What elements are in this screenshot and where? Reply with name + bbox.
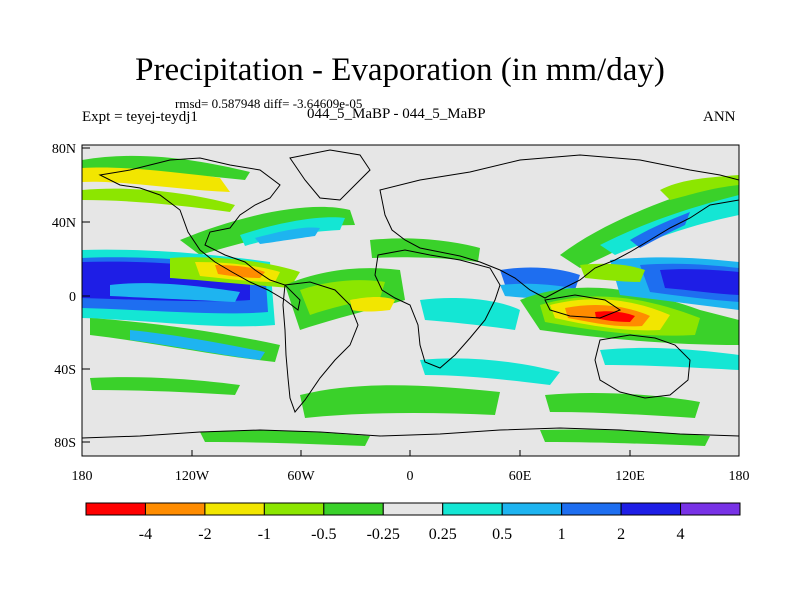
colorbar-label: -0.25: [367, 526, 400, 543]
colorbar-swatch: [561, 502, 622, 516]
colorbar: -4 -2 -1 -0.5 -0.25 0.25 0.5 1 2 4: [85, 502, 741, 543]
contour-fill-so-green: [300, 385, 500, 418]
contour-fill-eqpac-lightblue: [110, 283, 240, 302]
lat-tick-80N: 80N: [52, 142, 76, 157]
colorbar-label: 0.5: [492, 526, 512, 543]
stats-text: rmsd= 0.587948 diff= -3.64609e-05: [175, 96, 363, 111]
lat-tick-labels: 80N 40N 0 40S 80S: [52, 142, 76, 451]
colorbar-label: -4: [139, 526, 152, 543]
coastline-maritime-continent: [544, 294, 622, 319]
colorbar-swatch: [323, 502, 384, 516]
colorbar-swatch: [204, 502, 265, 516]
lon-tick-180-west: 180: [72, 469, 93, 484]
lon-tick-60W: 60W: [287, 469, 315, 484]
coastline-antarctica: [82, 427, 739, 439]
contour-fill-ant-green: [200, 430, 370, 446]
lat-tick-0: 0: [69, 290, 76, 305]
contour-fill-nh-lightgreen: [82, 188, 235, 212]
coastline-eurasia: [379, 154, 739, 299]
lon-tick-180-east: 180: [729, 469, 750, 484]
coastline-africa: [374, 249, 501, 369]
contour-fill-natl-blue: [255, 227, 320, 244]
contour-fill-so-green-west: [90, 377, 240, 395]
colorbar-swatch: [382, 502, 444, 516]
contour-fill-wp-red: [595, 311, 635, 322]
colorbar-label: 1: [558, 526, 566, 543]
plot-title: Precipitation - Evaporation (in mm/day): [135, 52, 665, 88]
season-label: ANN: [703, 109, 736, 125]
axis-ticks: [81, 147, 740, 456]
colorbar-swatch: [263, 502, 325, 516]
filled-contours: [82, 155, 739, 446]
contour-fill-npac-blue: [630, 212, 690, 248]
case-label: 044_5_MaBP - 044_5_MaBP: [307, 106, 486, 122]
contour-fill-epac-lightgreen: [580, 263, 645, 282]
colorbar-swatch: [144, 502, 206, 516]
contour-fill-so-green-east: [545, 392, 700, 418]
lat-tick-80S: 80S: [54, 436, 76, 451]
lat-tick-40N: 40N: [52, 216, 76, 231]
contour-fill-so-cyan: [420, 358, 560, 385]
lat-tick-40S: 40S: [54, 363, 76, 378]
coastline-australia: [594, 334, 691, 399]
colorbar-label: -0.5: [311, 526, 336, 543]
colorbar-swatch: [620, 502, 682, 516]
colorbar-swatch: [680, 502, 741, 516]
contour-fill-spac-blue: [130, 330, 265, 360]
colorbar-swatch: [442, 502, 503, 516]
coastline-south-america: [282, 281, 359, 413]
lon-tick-0: 0: [407, 469, 414, 484]
lon-tick-60E: 60E: [509, 469, 532, 484]
contour-fill-nh-green: [82, 155, 250, 180]
lon-tick-120E: 120E: [615, 469, 645, 484]
colorbar-label: -2: [198, 526, 211, 543]
contour-fill-npac-lightgreen: [660, 175, 739, 200]
contour-fill-sub-orange: [215, 265, 265, 278]
coastlines: [82, 149, 739, 439]
lon-tick-labels: 180 120W 60W 0 60E 120E 180: [72, 469, 750, 484]
colorbar-swatch: [501, 502, 563, 516]
contour-fill-spcz-cyan: [600, 347, 739, 370]
contour-fill-io-cyan: [420, 298, 520, 330]
colorbar-swatch: [85, 502, 146, 516]
contour-fill-afr-green: [370, 238, 480, 262]
colorbar-label: -1: [258, 526, 271, 543]
lon-tick-120W: 120W: [175, 469, 210, 484]
contour-fill-epac-darkblue: [660, 269, 739, 295]
contour-fill-nh-yellow: [82, 163, 230, 192]
colorbar-label: 0.25: [429, 526, 457, 543]
coastline-north-america: [98, 157, 301, 311]
contour-fill-atl-yellow: [350, 297, 395, 312]
colorbar-label: 2: [617, 526, 625, 543]
experiment-label: Expt = teyej-teydj1: [82, 109, 198, 125]
colorbar-label: 4: [677, 526, 685, 543]
coastline-greenland: [289, 149, 371, 201]
